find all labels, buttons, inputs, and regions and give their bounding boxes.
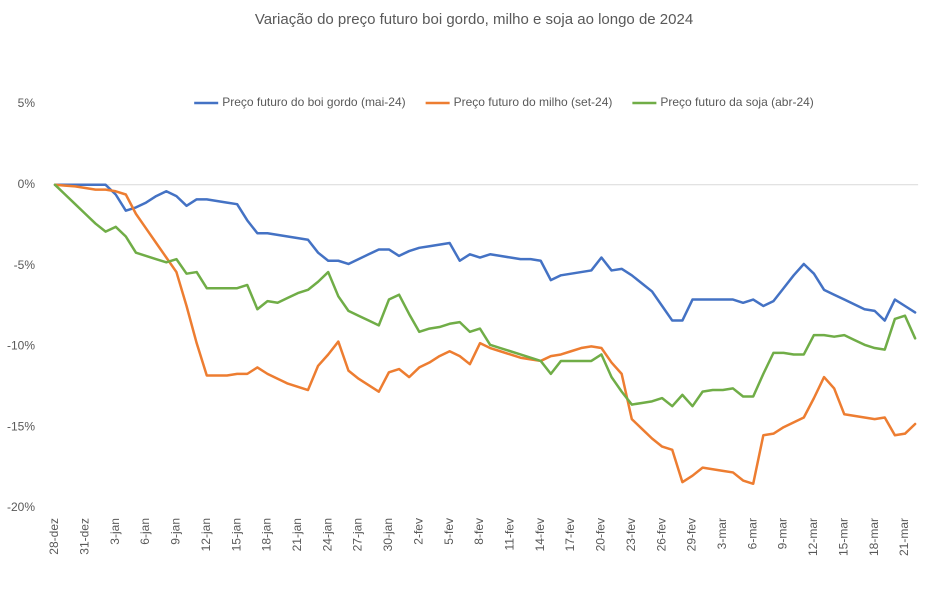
x-tick-label: 18-jan bbox=[260, 518, 274, 551]
x-tick-label: 6-jan bbox=[138, 518, 152, 545]
chart-title: Variação do preço futuro boi gordo, milh… bbox=[255, 11, 693, 28]
x-tick-label: 15-mar bbox=[836, 518, 850, 556]
x-tick-label: 6-mar bbox=[745, 518, 759, 549]
y-tick-label: 5% bbox=[18, 96, 36, 110]
x-tick-label: 12-mar bbox=[806, 518, 820, 556]
x-tick-label: 23-fev bbox=[624, 518, 638, 551]
x-tick-label: 5-fev bbox=[442, 518, 456, 545]
x-tick-label: 12-jan bbox=[199, 518, 213, 551]
x-tick-label: 21-jan bbox=[290, 518, 304, 551]
x-tick-label: 2-fev bbox=[411, 518, 425, 545]
y-tick-label: -10% bbox=[7, 339, 35, 353]
legend-item: Preço futuro do boi gordo (mai-24) bbox=[194, 95, 406, 109]
x-tick-label: 26-fev bbox=[654, 518, 668, 551]
legend-item: Preço futuro da soja (abr-24) bbox=[632, 95, 814, 109]
x-tick-label: 30-jan bbox=[381, 518, 395, 551]
x-tick-label: 28-dez bbox=[47, 518, 61, 555]
series-line bbox=[53, 183, 917, 322]
y-tick-label: 0% bbox=[18, 177, 36, 191]
x-tick-label: 11-fev bbox=[503, 518, 517, 550]
x-tick-label: 14-fev bbox=[533, 518, 547, 551]
x-tick-label: 18-mar bbox=[867, 518, 881, 556]
x-tick-label: 31-dez bbox=[78, 518, 92, 555]
legend-label: Preço futuro do boi gordo (mai-24) bbox=[222, 95, 405, 109]
x-tick-label: 24-jan bbox=[320, 518, 334, 551]
legend-label: Preço futuro da soja (abr-24) bbox=[660, 95, 813, 109]
x-tick-label: 20-fev bbox=[594, 518, 608, 551]
x-tick-label: 27-jan bbox=[351, 518, 365, 551]
x-tick-label: 8-fev bbox=[472, 518, 486, 545]
x-tick-label: 3-mar bbox=[715, 518, 729, 549]
x-tick-label: 21-mar bbox=[897, 518, 911, 556]
legend-label: Preço futuro do milho (set-24) bbox=[454, 95, 613, 109]
x-tick-label: 29-fev bbox=[685, 518, 699, 551]
x-tick-label: 3-jan bbox=[108, 518, 122, 545]
x-tick-label: 17-fev bbox=[563, 518, 577, 551]
legend-item: Preço futuro do milho (set-24) bbox=[425, 95, 613, 109]
x-tick-label: 9-mar bbox=[776, 518, 790, 549]
x-tick-label: 9-jan bbox=[169, 518, 183, 545]
series-line bbox=[53, 183, 917, 486]
y-tick-label: -15% bbox=[7, 419, 35, 433]
y-tick-label: -20% bbox=[7, 500, 35, 514]
x-tick-label: 15-jan bbox=[229, 518, 243, 551]
y-tick-label: -5% bbox=[14, 258, 36, 272]
series-line bbox=[53, 183, 917, 408]
